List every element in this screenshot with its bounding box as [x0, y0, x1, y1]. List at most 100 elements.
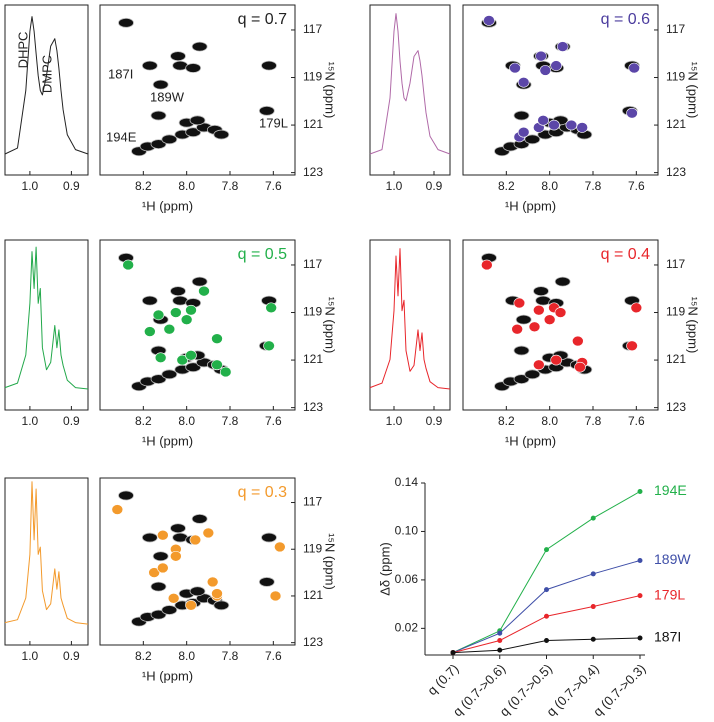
spectrum-line [4, 16, 89, 155]
peak [170, 550, 182, 562]
point [544, 587, 549, 593]
peak [144, 326, 156, 337]
x-tick-label: 7.8 [585, 179, 602, 193]
x-tick-label: 8.0 [541, 414, 558, 428]
series-line [452, 595, 641, 654]
reference-peak [213, 129, 230, 140]
spectrum-line [369, 13, 451, 155]
y-tick-label: 0.02 [395, 621, 419, 635]
x-tick-label: 8.2 [498, 414, 515, 428]
reference-peak [261, 532, 277, 543]
peak [554, 307, 567, 318]
panel-label: q = 0.5 [238, 246, 287, 263]
panel-frame [99, 477, 296, 646]
peak [533, 359, 545, 371]
reference-peak [150, 374, 167, 384]
x-tick-label: 1.0 [22, 414, 39, 428]
y-tick-label: 121 [303, 352, 323, 366]
peak [517, 76, 530, 88]
panel-frame [4, 4, 89, 176]
peak [219, 366, 232, 378]
peak [176, 354, 189, 366]
peak [556, 41, 569, 52]
point [497, 647, 503, 653]
reference-peak [513, 345, 530, 356]
y-tick-label: 117 [666, 22, 685, 36]
y-tick-label: 0.10 [395, 524, 419, 538]
peak-annotation: 187I [108, 66, 133, 81]
x-tick-label: 1.0 [22, 179, 39, 193]
x-tick-label: 0.9 [63, 414, 80, 428]
x-tick-label: 7.6 [265, 179, 282, 193]
y-tick-label: 123 [666, 400, 686, 414]
reference-peak [515, 314, 532, 325]
reference-peak [185, 63, 202, 73]
peak [157, 529, 169, 541]
peak [528, 321, 541, 333]
x-tick-label: 7.8 [585, 414, 602, 428]
reference-peak [554, 276, 571, 287]
y-axis-label: ¹⁵N (ppm) [323, 297, 338, 354]
x-tick-label: 7.6 [628, 414, 645, 428]
y-axis-label: ¹⁵N (ppm) [686, 62, 701, 119]
peak [269, 590, 282, 602]
peak [626, 340, 638, 352]
peak [481, 259, 493, 271]
peak-annotation: 179L [259, 115, 288, 130]
panel-label: q = 0.3 [238, 484, 287, 501]
y-tick-label: 119 [666, 305, 685, 319]
reference-peak [150, 139, 167, 149]
point [497, 630, 503, 636]
point [450, 650, 456, 656]
x-tick-label: 7.8 [222, 179, 239, 193]
y-tick-label: 123 [303, 635, 323, 649]
point [544, 613, 549, 619]
x-tick-label: 0.9 [63, 649, 80, 663]
peak [630, 302, 643, 314]
point [544, 637, 549, 643]
peak [180, 314, 193, 325]
x-tick-label: 8.2 [135, 179, 152, 193]
x-axis-label: ¹H (ppm) [505, 198, 556, 213]
peak [157, 562, 169, 574]
peak [565, 119, 578, 131]
peak-annotation: 194E [106, 129, 137, 144]
reference-peak [118, 17, 134, 28]
reference-peak [513, 110, 530, 121]
reference-peak [150, 110, 167, 121]
y-tick-label: 121 [303, 588, 323, 602]
x-axis-label: ¹H (ppm) [142, 668, 193, 683]
reference-peak [152, 79, 169, 90]
panel-frame [4, 239, 89, 411]
point [590, 515, 596, 521]
reference-peak [524, 369, 541, 380]
y-tick-label: 117 [303, 495, 322, 509]
point [637, 593, 643, 599]
y-tick-label: 119 [303, 305, 322, 319]
panel-label: q = 0.6 [601, 11, 650, 28]
panel-label: q = 0.7 [238, 11, 287, 28]
y-tick-label: 119 [303, 70, 322, 84]
panel-frame [99, 239, 296, 411]
reference-peak [150, 609, 167, 620]
peak [513, 297, 526, 309]
reference-peak [524, 134, 541, 145]
peak [198, 285, 210, 297]
y-tick-label: 0.06 [395, 572, 419, 586]
x-tick-label: 1.0 [22, 649, 39, 663]
peak [167, 592, 180, 604]
x-tick-label: 8.2 [498, 179, 515, 193]
x-axis-label: ¹H (ppm) [505, 433, 556, 448]
reference-peak [170, 51, 186, 62]
reference-peak [152, 551, 169, 562]
peak [511, 323, 523, 335]
reference-peak [141, 295, 158, 306]
x-tick-label: 8.0 [541, 179, 558, 193]
reference-peak [191, 41, 208, 52]
peak [152, 309, 165, 321]
peak [185, 599, 197, 611]
peak [539, 65, 552, 76]
series-label: 187I [654, 629, 681, 645]
point [637, 558, 643, 564]
x-tick-label: 8.2 [135, 414, 152, 428]
